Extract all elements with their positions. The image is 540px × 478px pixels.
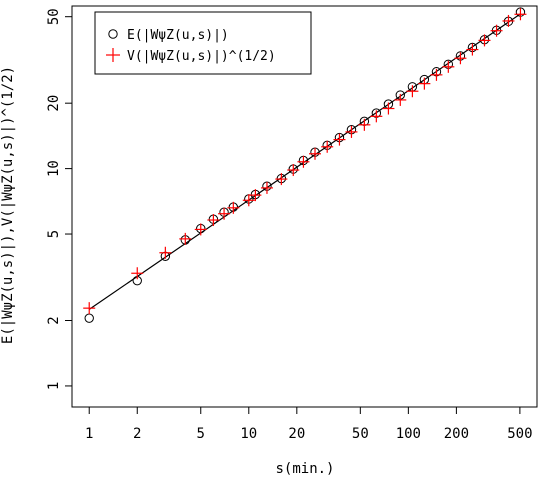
data-point-plus: [514, 8, 527, 21]
data-point-plus: [287, 164, 300, 177]
x-tick-label: 2: [133, 426, 141, 442]
data-point-plus: [394, 93, 407, 106]
legend: E(|WψZ(u,s)|) V(|WψZ(u,s)|)^(1/2): [94, 11, 312, 75]
x-axis-label: s(min.): [275, 461, 334, 477]
x-tick-label: 20: [288, 426, 305, 442]
data-point-plus: [430, 68, 443, 81]
data-point-plus: [406, 85, 419, 98]
legend-series-2-label: V(|WψZ(u,s)|)^(1/2): [127, 49, 276, 64]
data-point-plus: [249, 189, 262, 202]
data-point-plus: [242, 194, 255, 207]
data-point-plus: [207, 214, 220, 227]
x-tick-label: 500: [507, 426, 532, 442]
data-point-plus: [159, 246, 172, 259]
data-point-plus: [382, 102, 395, 115]
data-point-circle: [84, 313, 94, 323]
data-point-plus: [345, 125, 358, 138]
legend-series-1-label: E(|WψZ(u,s)|): [127, 28, 229, 43]
data-point-plus: [502, 14, 515, 27]
data-point-plus: [227, 201, 240, 214]
y-tick-label: 1: [46, 382, 62, 390]
data-point-plus: [478, 34, 491, 47]
data-point-plus: [83, 302, 96, 315]
y-tick-label: 10: [46, 160, 62, 177]
data-point-plus: [442, 60, 455, 73]
x-tick-label: 100: [396, 426, 421, 442]
data-point-plus: [218, 207, 231, 220]
x-tick-label: 10: [240, 426, 257, 442]
y-tick-label: 5: [46, 230, 62, 238]
data-point-plus: [454, 52, 467, 65]
data-point-plus: [194, 223, 207, 236]
series-layer: [83, 7, 527, 323]
y-tick-label: 50: [46, 8, 62, 25]
data-point-plus: [179, 232, 192, 245]
y-axis: 1 2 5 10 20 50: [46, 8, 73, 390]
data-point-plus: [490, 24, 503, 37]
series-2: [83, 8, 527, 315]
data-point-plus: [131, 267, 144, 280]
y-tick-label: 2: [46, 316, 62, 324]
x-tick-label: 1: [85, 426, 93, 442]
y-tick-label: 20: [46, 95, 62, 112]
data-point-plus: [370, 110, 383, 123]
x-tick-label: 5: [197, 426, 205, 442]
data-point-plus: [275, 173, 288, 186]
x-axis: 1 2 5 10 20 50 100 200 500: [85, 406, 533, 442]
legend-circle-icon: [108, 29, 118, 39]
x-tick-label: 50: [352, 426, 369, 442]
data-point-plus: [418, 77, 431, 90]
x-tick-label: 200: [444, 426, 469, 442]
data-point-plus: [297, 155, 310, 168]
data-point-plus: [309, 147, 322, 160]
data-point-plus: [321, 140, 334, 153]
data-point-plus: [333, 133, 346, 146]
data-point-plus: [260, 181, 273, 194]
y-axis-label: E(|WψZ(u,s)|),V(|WψZ(u,s)|)^(1/2): [0, 66, 16, 344]
legend-box: [94, 11, 312, 75]
data-point-plus: [358, 118, 371, 131]
data-point-plus: [466, 43, 479, 56]
legend-plus-icon: [106, 48, 120, 62]
